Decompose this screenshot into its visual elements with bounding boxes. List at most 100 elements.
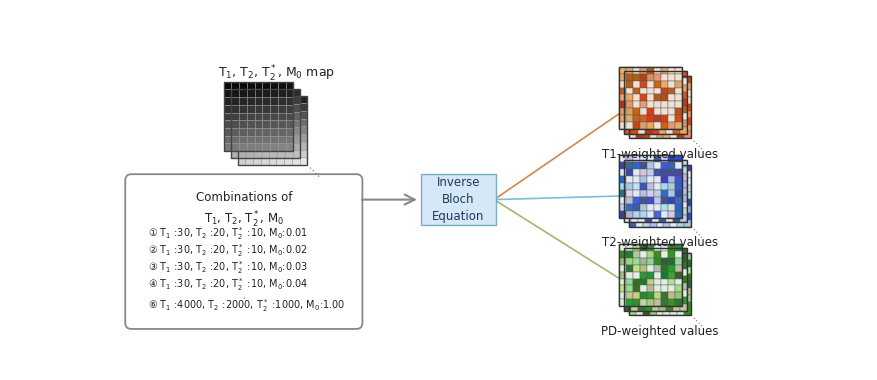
Bar <box>646 115 653 122</box>
Bar <box>665 71 672 78</box>
Bar <box>667 176 674 183</box>
Bar <box>638 276 644 283</box>
Bar <box>254 128 262 136</box>
Bar <box>658 113 665 120</box>
Bar <box>631 283 638 290</box>
Bar <box>660 211 667 218</box>
Bar <box>660 244 667 251</box>
Bar <box>291 142 299 150</box>
Bar <box>631 304 638 311</box>
Bar <box>639 197 646 204</box>
Bar <box>631 167 638 174</box>
Bar <box>677 213 684 220</box>
Bar <box>253 150 260 157</box>
Bar <box>631 215 638 222</box>
Bar <box>660 67 667 74</box>
Bar <box>232 97 239 105</box>
Bar <box>631 249 638 255</box>
Bar <box>625 122 632 129</box>
Bar <box>677 260 684 267</box>
Bar <box>253 142 261 150</box>
Bar <box>684 288 690 295</box>
Bar <box>670 274 677 281</box>
Bar <box>674 183 681 190</box>
Bar <box>246 105 254 112</box>
Bar <box>653 244 660 251</box>
Bar <box>658 71 665 78</box>
Bar <box>639 279 646 285</box>
Bar <box>684 274 690 281</box>
Bar <box>239 97 246 105</box>
Bar <box>674 169 681 176</box>
Bar <box>674 81 681 87</box>
Bar <box>663 179 670 185</box>
Bar <box>656 192 663 199</box>
Bar <box>684 220 690 227</box>
Bar <box>239 90 246 97</box>
Bar <box>656 199 663 206</box>
Bar <box>246 82 254 90</box>
Bar <box>639 272 646 279</box>
Bar <box>642 253 649 260</box>
Bar <box>649 104 656 111</box>
Bar <box>670 179 677 185</box>
Bar <box>276 103 284 111</box>
Bar <box>677 288 684 295</box>
Bar <box>644 174 651 181</box>
Bar <box>665 113 672 120</box>
Bar <box>653 279 660 285</box>
Bar <box>679 195 686 201</box>
Bar <box>261 104 269 112</box>
Bar <box>658 283 665 290</box>
Bar <box>667 95 674 101</box>
Bar <box>679 290 686 297</box>
Bar <box>253 103 260 111</box>
Bar <box>625 183 632 190</box>
Bar <box>658 269 665 276</box>
Bar <box>299 119 307 127</box>
Bar <box>658 92 665 99</box>
Bar <box>674 122 681 129</box>
Bar <box>639 122 646 129</box>
Bar <box>276 157 284 165</box>
Bar <box>276 96 284 103</box>
Bar <box>672 113 679 120</box>
Bar <box>679 209 686 215</box>
Bar <box>674 272 681 279</box>
Bar <box>651 113 658 120</box>
Bar <box>253 150 261 158</box>
Bar <box>285 143 293 151</box>
Bar <box>638 255 644 262</box>
Bar <box>670 302 677 309</box>
Bar <box>660 74 667 81</box>
Bar <box>628 213 635 220</box>
Bar <box>284 150 291 157</box>
Bar <box>632 87 639 95</box>
Bar <box>642 117 649 125</box>
Bar <box>632 155 639 162</box>
Bar <box>646 183 653 190</box>
Bar <box>628 104 635 111</box>
Bar <box>246 143 254 151</box>
Bar <box>638 188 644 195</box>
Bar <box>663 302 670 309</box>
Bar <box>649 267 656 274</box>
Bar <box>624 215 631 222</box>
Bar <box>618 95 625 101</box>
Bar <box>667 251 674 258</box>
Bar <box>299 127 307 134</box>
Bar <box>270 105 278 112</box>
Bar <box>625 279 632 285</box>
Bar <box>649 131 656 138</box>
Bar <box>625 258 632 264</box>
Bar <box>624 188 631 195</box>
Bar <box>260 142 268 150</box>
Bar <box>624 85 631 92</box>
Bar <box>245 103 253 111</box>
Bar <box>679 113 686 120</box>
Bar <box>245 127 253 134</box>
Bar <box>670 111 677 117</box>
Bar <box>618 87 625 95</box>
Bar <box>670 199 677 206</box>
Bar <box>254 112 262 120</box>
